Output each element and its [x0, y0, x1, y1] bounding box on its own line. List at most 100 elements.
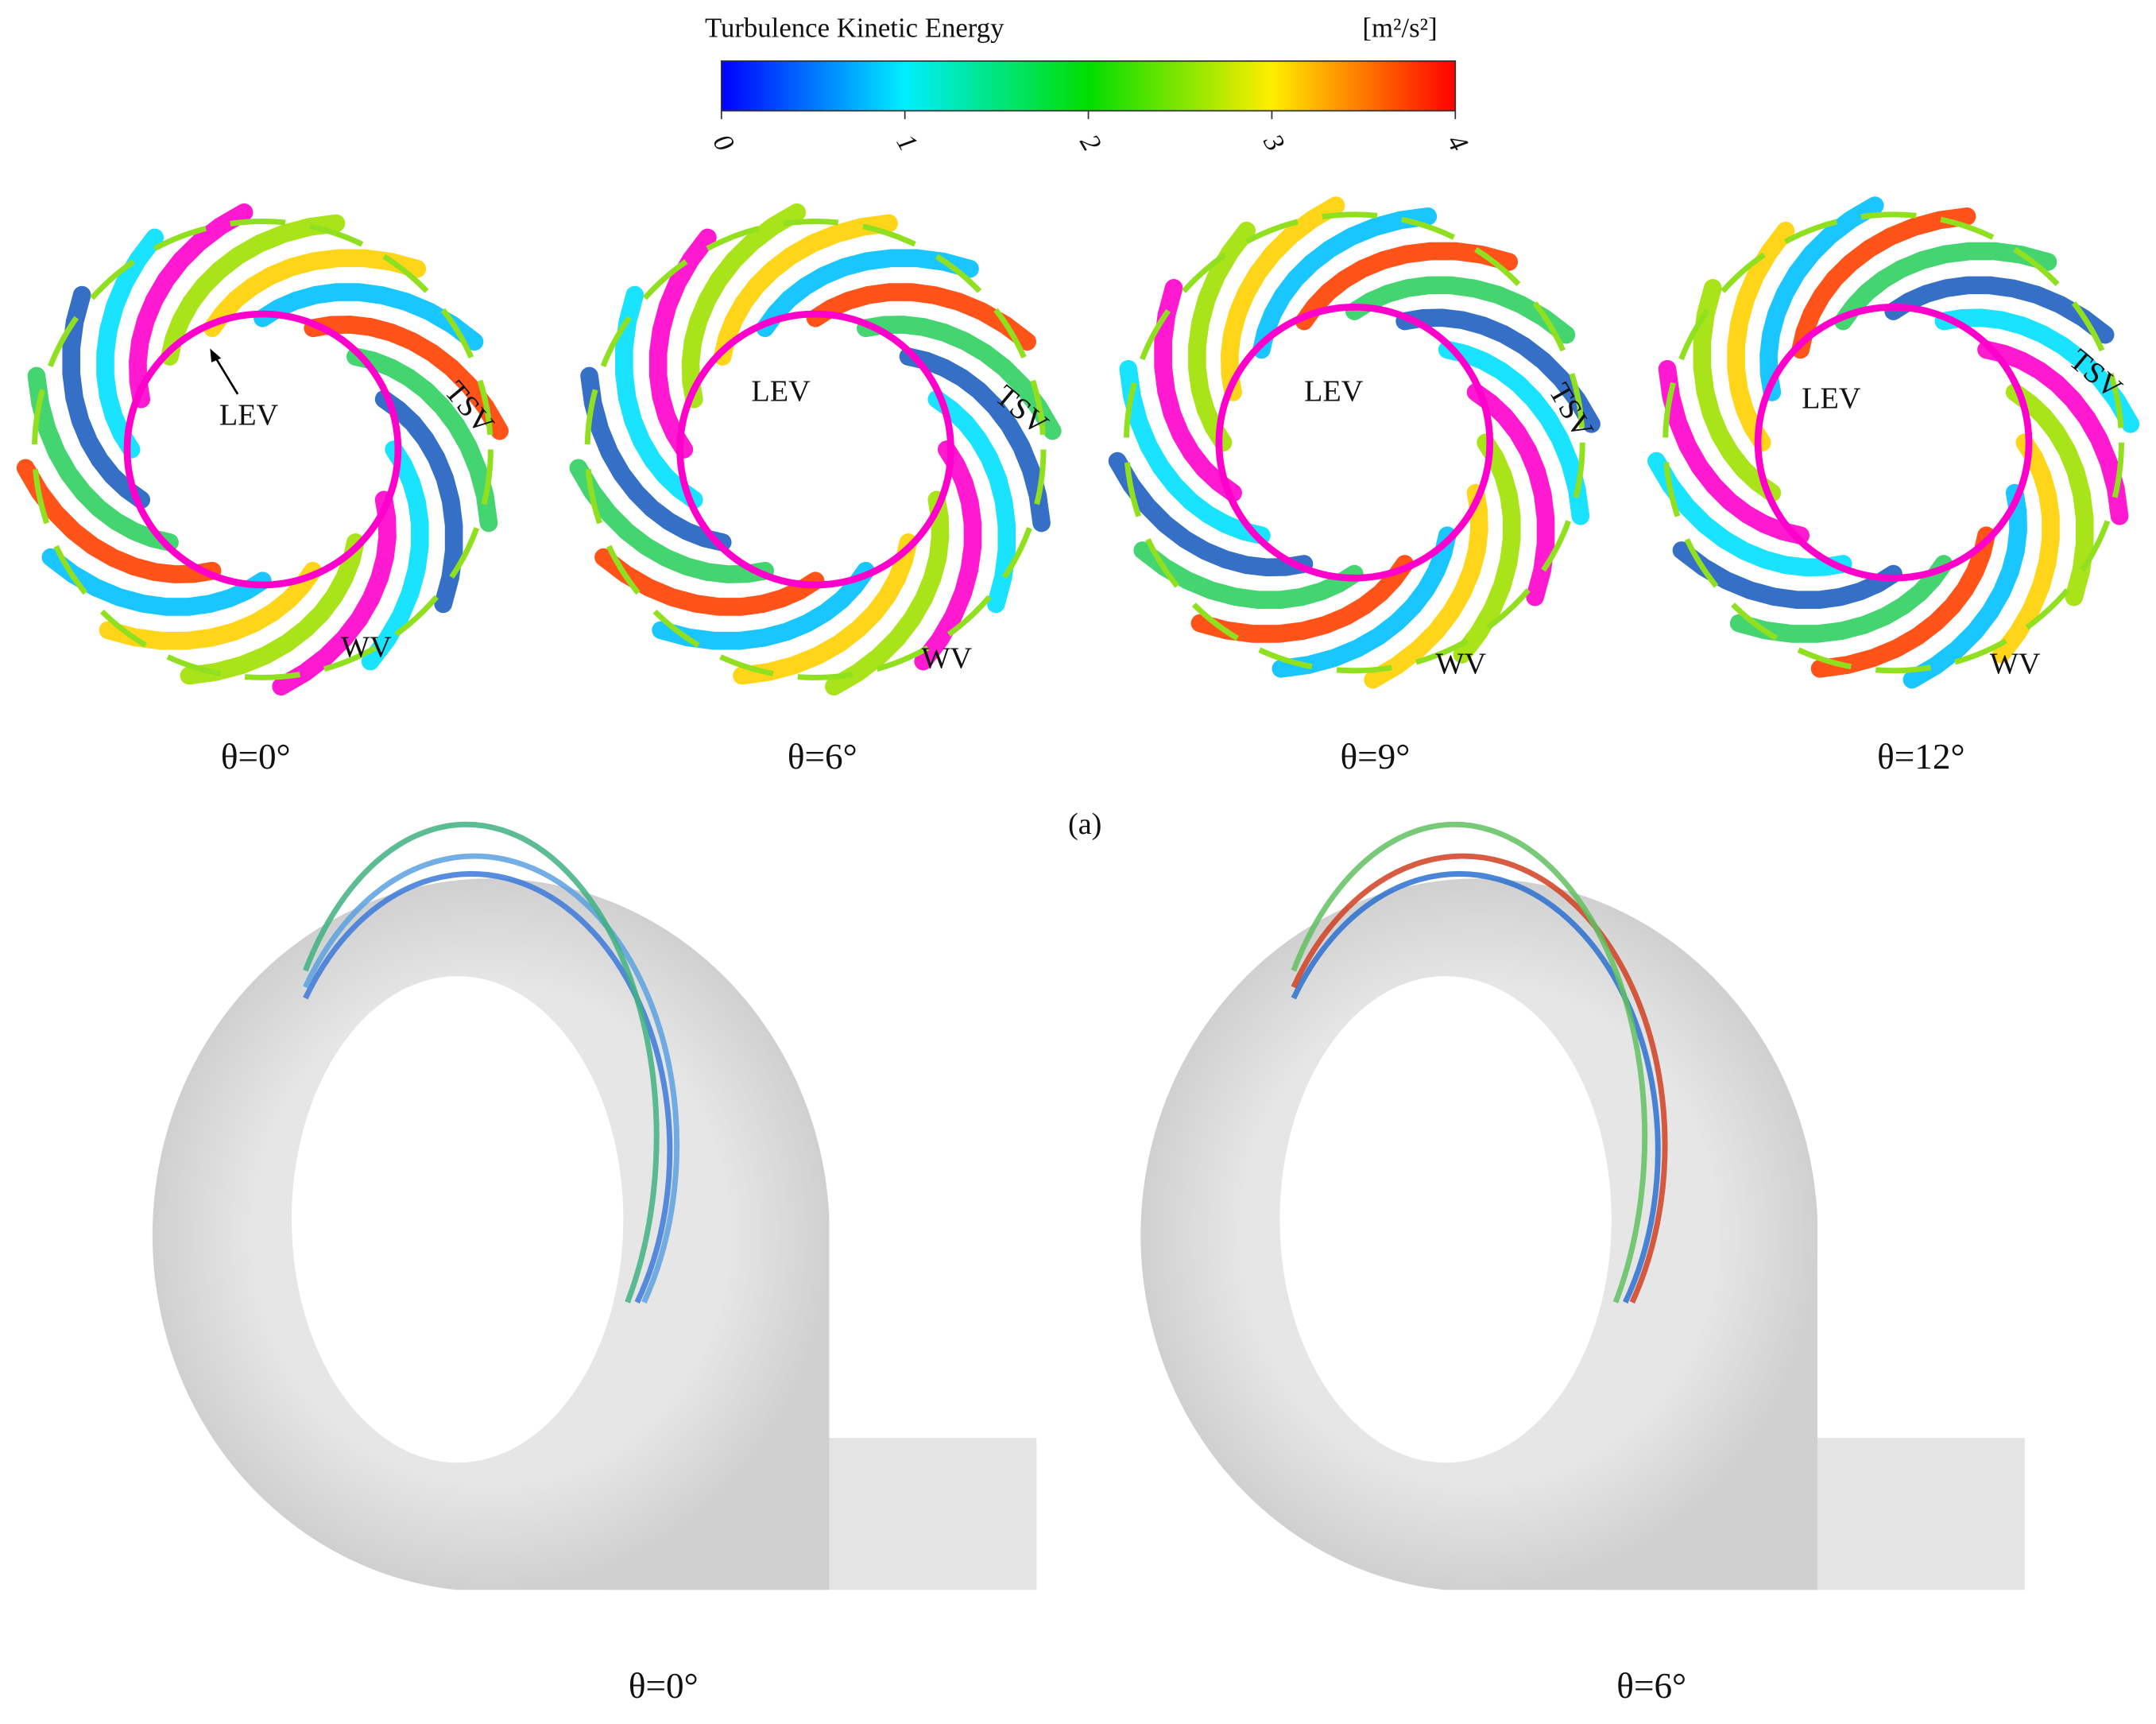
vortex-blade	[1364, 483, 1488, 689]
caption: θ=12°	[1877, 737, 1964, 777]
vortex-blade	[304, 316, 509, 440]
vortex-blade	[1977, 340, 2129, 525]
vortex-blade	[1884, 276, 2115, 344]
vortex-blade	[1252, 207, 1438, 359]
hub	[1233, 320, 1477, 564]
vortex-blade	[180, 533, 365, 685]
vortex-ring	[676, 310, 954, 589]
label-wv: WV	[1435, 647, 1486, 680]
vortex-blade	[272, 490, 397, 696]
vortex-blade	[1658, 359, 1810, 544]
vortex-blade	[648, 228, 717, 459]
hub	[1771, 320, 2015, 564]
vortex-blade	[2005, 383, 2094, 606]
vortex-blade	[1466, 383, 1555, 606]
vortex-blade	[1672, 541, 1902, 610]
vortex-blade	[899, 347, 1051, 533]
colorbar	[720, 60, 1457, 112]
label-wv: WV	[1990, 647, 2041, 680]
hub	[141, 327, 385, 571]
vortex-blade	[857, 316, 1062, 440]
label-wv: WV	[921, 641, 972, 675]
vortex-ring	[1215, 304, 1494, 582]
caption: θ=0°	[221, 737, 291, 777]
vortex-blade	[1190, 555, 1414, 643]
vortex-blade	[254, 283, 484, 351]
vortex-blade	[1220, 196, 1345, 401]
vortex-structure	[303, 853, 680, 1304]
vortex-structure	[1291, 853, 1668, 1304]
vortex-blade	[825, 490, 950, 696]
vortex-blade	[652, 561, 875, 650]
vortex-blade	[203, 249, 427, 338]
vortex-structure	[303, 870, 673, 1304]
vortex-blade	[1133, 541, 1364, 610]
vortex-blade	[681, 203, 807, 409]
colorbar-tick-label: 2	[1074, 129, 1107, 157]
vortex-blade	[615, 285, 703, 509]
label-lev: LEV	[751, 375, 811, 409]
vortex-blade	[1833, 242, 2057, 331]
vortex-blade	[1759, 196, 1884, 401]
vortex-blade	[806, 283, 1036, 351]
colorbar-tick-label: 3	[1257, 128, 1291, 156]
vortex-blade	[62, 285, 151, 509]
vortex-blade	[1453, 433, 1521, 664]
arrow-head	[210, 348, 222, 362]
vortex-blade	[1395, 308, 1601, 433]
caption: θ=6°	[1616, 1666, 1686, 1706]
vortex-blade	[27, 366, 179, 552]
vortex-blade	[1119, 359, 1271, 544]
vortex-blade	[1791, 207, 1976, 359]
vortex-blade	[1154, 279, 1242, 502]
vortex-blade	[1438, 340, 1590, 525]
vortex-ring	[1123, 211, 1585, 674]
vortex-blade	[161, 214, 346, 366]
colorbar-title: Turbulence Kinetic Energy	[705, 13, 1004, 44]
hub	[694, 327, 938, 571]
vortex-blade	[1991, 433, 2060, 664]
vortex-blade	[1272, 526, 1457, 678]
vortex-blade	[1727, 221, 1795, 452]
colorbar-tick-label: 0	[707, 129, 741, 157]
vortex-blade	[1693, 279, 1782, 502]
volute-hole	[291, 976, 624, 1463]
vortex-blade	[16, 459, 222, 583]
label-wv: WV	[341, 630, 392, 664]
arrow	[213, 354, 239, 395]
vortex-blade	[1295, 242, 1519, 331]
vortex-blade	[927, 389, 1016, 614]
vortex-blade	[96, 228, 165, 459]
vortex-blade	[1729, 555, 1953, 643]
colorbar-tick-label: 1	[890, 129, 923, 157]
vortex-blade	[1345, 276, 1576, 344]
vortex-ring	[1754, 304, 2033, 582]
volute-view: θ=0°	[152, 821, 1037, 1706]
colorbar-tick-label: 4	[1441, 129, 1474, 157]
vortex-blade	[1188, 221, 1256, 452]
caption: θ=9°	[1340, 737, 1410, 777]
volute-view: θ=6°	[1140, 821, 2025, 1706]
vortex-blade	[914, 440, 982, 671]
colorbar-unit: [m²/s²]	[1362, 13, 1437, 44]
vortex-blade	[580, 366, 732, 552]
vortex-blade	[1810, 526, 1995, 678]
vortex-structure	[1291, 821, 1648, 1304]
vortex-blade	[1647, 451, 1852, 577]
vortex-blade	[1902, 483, 2027, 689]
vortex-blade	[756, 249, 979, 338]
vortex-blade	[569, 459, 775, 583]
vortex-blade	[99, 561, 323, 650]
vortex-structure	[1291, 870, 1661, 1304]
volute-hole	[1279, 976, 1612, 1463]
vortex-blade	[1108, 451, 1314, 577]
vortex-blade	[129, 203, 254, 409]
vortex-blade	[733, 533, 918, 685]
label-lev: LEV	[219, 398, 279, 432]
vortex-structure	[303, 821, 660, 1304]
label-lev: LEV	[1802, 382, 1861, 415]
